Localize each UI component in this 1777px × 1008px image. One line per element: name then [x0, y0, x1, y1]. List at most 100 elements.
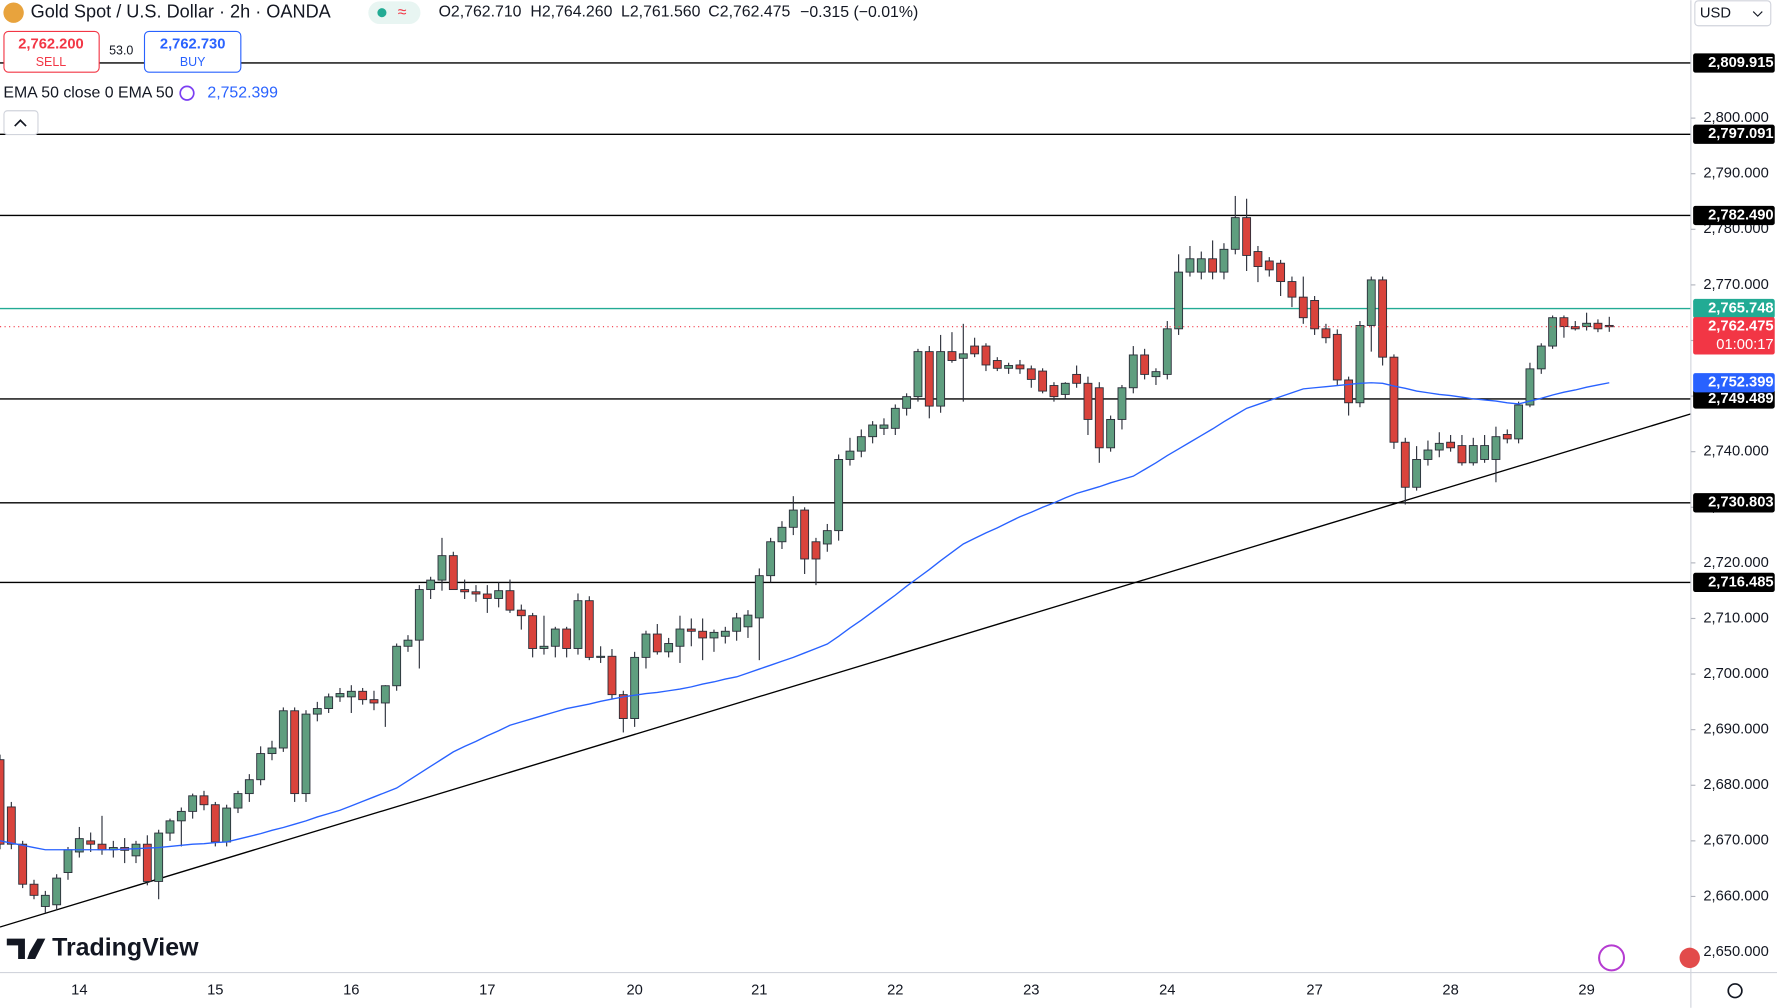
- indicator-title[interactable]: EMA 50 close 0 EMA 50: [3, 84, 173, 101]
- candle-body: [652, 633, 662, 653]
- ema-label-bg: [1693, 373, 1775, 393]
- candle-body: [210, 804, 220, 843]
- ema-line: [0, 382, 1610, 851]
- candle-body: [539, 645, 549, 649]
- candle-body: [222, 807, 232, 843]
- candle-body: [1230, 217, 1240, 250]
- sell-label: SELL: [36, 55, 67, 69]
- level-label: 2,782.490: [1708, 207, 1773, 223]
- candle-body: [1480, 445, 1490, 460]
- currency-caret: [1752, 11, 1763, 17]
- candle-body: [346, 690, 356, 698]
- candle-body: [1117, 387, 1127, 420]
- candle-body: [936, 351, 946, 407]
- candle-body: [188, 795, 198, 812]
- market-status: [377, 8, 387, 18]
- candle-body: [460, 589, 470, 593]
- candle-body: [958, 353, 968, 359]
- candle-body: [1355, 325, 1365, 404]
- candle-body: [1094, 387, 1104, 449]
- level-label-bg: [1693, 53, 1775, 73]
- candle-body: [698, 630, 708, 639]
- ohlc-high: H2,764.260: [530, 4, 612, 21]
- candle-body: [1106, 418, 1116, 449]
- candle-body: [868, 424, 878, 438]
- candle-body: [1582, 322, 1592, 328]
- candle-body: [562, 628, 572, 649]
- candle-body: [641, 633, 651, 658]
- candle-body: [800, 509, 810, 560]
- candle-body: [573, 600, 583, 649]
- candle-body: [630, 656, 640, 719]
- level-label: 2,749.489: [1708, 391, 1773, 407]
- ohlc-key: L: [621, 4, 630, 21]
- indicator-icon[interactable]: [179, 85, 195, 101]
- candle-body: [335, 693, 345, 698]
- candle-body: [709, 631, 719, 639]
- candle-body: [18, 843, 28, 885]
- alert-icon[interactable]: [1598, 944, 1626, 972]
- candle-body: [1185, 258, 1195, 273]
- candle-body: [947, 351, 957, 361]
- candle-body: [1026, 368, 1036, 380]
- data-status: ≈: [398, 4, 407, 21]
- candle-body: [1219, 248, 1229, 273]
- settings-icon[interactable]: [1727, 983, 1743, 999]
- symbol-title[interactable]: Gold Spot / U.S. Dollar · 2h · OANDA: [31, 2, 332, 22]
- x-tick-label: 24: [1159, 983, 1175, 999]
- ohlc-change: −0.315 (−0.01%): [800, 4, 918, 21]
- buy-button[interactable]: [143, 30, 242, 73]
- brand-name[interactable]: TradingView: [52, 933, 199, 961]
- candle-body: [550, 628, 560, 647]
- candle-body: [811, 541, 821, 560]
- buy-label: BUY: [180, 55, 206, 69]
- candle-body: [1412, 459, 1422, 488]
- level-label: 2,765.748: [1708, 300, 1773, 316]
- candle-body: [1083, 382, 1093, 420]
- candle-body: [1332, 333, 1342, 381]
- candle-body: [301, 713, 311, 795]
- candle-body: [1559, 317, 1569, 328]
- ohlc-value: 2,761.560: [630, 4, 701, 21]
- collapse-button[interactable]: [3, 110, 39, 136]
- candle-body: [176, 810, 186, 822]
- symbol-icon: [3, 2, 24, 23]
- candle-body: [312, 708, 322, 715]
- y-tick-label: 2,780.000: [1703, 221, 1768, 237]
- candle-body: [29, 883, 39, 896]
- level-label-bg: [1693, 572, 1775, 593]
- ohlc-key: O: [439, 4, 451, 21]
- x-tick-label: 21: [751, 983, 767, 999]
- level-label-bg: [1693, 205, 1775, 226]
- candle-body: [1174, 271, 1184, 330]
- brand-logo: [6, 938, 46, 960]
- currency-button[interactable]: [1694, 0, 1772, 27]
- candle-body: [1525, 368, 1535, 406]
- candle-body: [1570, 326, 1580, 330]
- candle-body: [1049, 385, 1059, 398]
- candle-body: [448, 555, 458, 591]
- candle-body: [494, 590, 504, 599]
- y-tick-label: 2,700.000: [1703, 666, 1768, 682]
- candle-body: [40, 894, 50, 907]
- ohlc-close: C2,762.475: [708, 4, 790, 21]
- countdown-label: 01:00:17: [1716, 337, 1773, 353]
- flag-icon[interactable]: [1679, 947, 1700, 969]
- trendline: [0, 413, 1692, 928]
- candle-body: [471, 591, 481, 595]
- y-tick-label: 2,710.000: [1703, 610, 1768, 626]
- candle-body: [97, 843, 107, 851]
- y-tick-label: 2,670.000: [1703, 833, 1768, 849]
- candle-body: [1038, 370, 1048, 392]
- candle-body: [686, 628, 696, 632]
- candle-body: [86, 840, 96, 845]
- sell-button[interactable]: [3, 30, 100, 73]
- candle-body: [0, 759, 5, 845]
- candle-body: [256, 753, 266, 781]
- candle-body: [165, 820, 175, 834]
- candle-body: [664, 643, 674, 653]
- candle-body: [1491, 436, 1501, 460]
- status-pill[interactable]: [368, 1, 421, 25]
